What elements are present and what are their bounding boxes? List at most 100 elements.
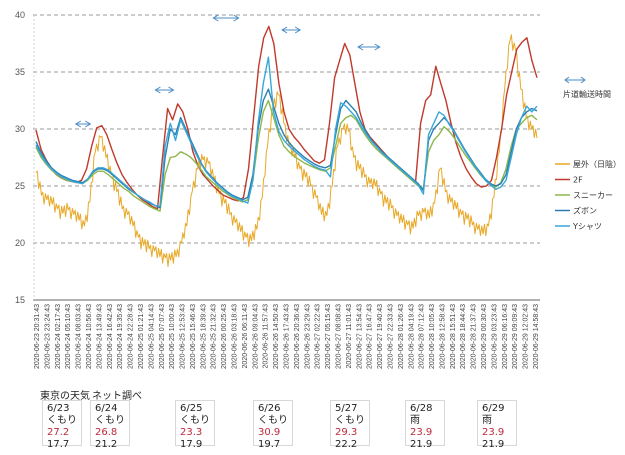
x-tick-label: 2020-06-28 01:26:43: [398, 304, 405, 369]
x-tick-label: 2020-06-26 23:29:43: [304, 304, 311, 369]
x-tick-label: 2020-06-26 03:18:43: [232, 304, 239, 369]
x-tick-label: 2020-06-25 01:21:43: [138, 304, 145, 369]
x-tick-label: 2020-06-27 22:33:43: [387, 304, 394, 369]
weather-day-box: 5/27 くもり 29.3 22.2: [330, 400, 370, 450]
weather-day-box: 6/24 くもり 26.8 21.2: [90, 400, 130, 450]
weather-date: 6/23: [47, 403, 70, 414]
x-tick-label: 2020-06-28 21:37:43: [471, 304, 478, 369]
double-arrow-icon: [281, 26, 302, 34]
x-tick-label: 2020-06-28 15:51:43: [450, 304, 457, 369]
weather-high: 23.9: [482, 427, 505, 438]
legend-label: ズボン: [573, 206, 597, 216]
legend-arrow-label: 片道輸送時間: [563, 89, 611, 99]
series-line-1: [35, 25, 538, 210]
weather-high: 27.2: [47, 427, 70, 438]
weather-low: 17.9: [180, 439, 203, 450]
grid-lines: [33, 14, 540, 301]
x-tick-label: 2020-06-24 22:28:43: [128, 304, 135, 369]
weather-date: 6/28: [410, 403, 433, 414]
x-tick-label: 2020-06-24 08:03:43: [76, 304, 83, 369]
weather-low: 21.9: [482, 439, 505, 450]
weather-high: 23.3: [180, 427, 203, 438]
weather-cond: 雨: [410, 415, 420, 426]
weather-date: 5/27: [335, 403, 358, 414]
weather-day-box: 6/25 くもり 23.3 17.9: [175, 400, 215, 450]
weather-date: 6/29: [482, 403, 505, 414]
x-tick-label: 2020-06-28 18:44:43: [460, 304, 467, 369]
x-tick-label: 2020-06-26 11:57:43: [263, 304, 270, 369]
x-tick-label: 2020-06-27 16:47:43: [367, 304, 374, 369]
x-tick-label: 2020-06-29 03:23:43: [491, 304, 498, 369]
legend-label: Yシャツ: [572, 222, 602, 231]
x-tick-label: 2020-06-24 10:56:43: [86, 304, 93, 369]
x-tick-label: 2020-06-24 13:49:43: [96, 304, 103, 369]
weather-low: 22.2: [335, 439, 358, 450]
x-tick-label: 2020-06-29 12:02:43: [523, 304, 530, 369]
weather-header-source: ネット調べ: [92, 391, 142, 402]
transport-time-arrows: [74, 14, 381, 128]
y-tick-label: 20: [15, 238, 25, 248]
x-tick-label: 2020-06-29 00:30:43: [481, 304, 488, 369]
weather-cond: くもり: [258, 415, 288, 426]
y-tick-label: 15: [15, 295, 25, 305]
weather-low: 21.2: [95, 439, 118, 450]
x-tick-label: 2020-06-26 17:43:43: [284, 304, 291, 369]
weather-low: 17.7: [47, 439, 70, 450]
x-tick-label: 2020-06-25 12:53:43: [180, 304, 187, 369]
weather-day-box: 6/29 雨 23.9 21.9: [477, 400, 517, 450]
x-tick-label: 2020-06-28 04:19:43: [408, 304, 415, 369]
x-tick-label: 2020-06-28 12:58:43: [439, 304, 446, 369]
x-tick-label: 2020-06-27 02:22:43: [315, 304, 322, 369]
double-arrow-icon: [154, 86, 175, 94]
weather-date: 6/26: [258, 403, 281, 414]
weather-high: 29.3: [335, 427, 358, 438]
x-tick-label: 2020-06-27 11:01:43: [346, 304, 353, 369]
x-tick-label: 2020-06-23 23:24:43: [44, 304, 51, 369]
x-tick-label: 2020-06-29 06:16:43: [502, 304, 509, 369]
x-tick-label: 2020-06-28 10:05:43: [429, 304, 436, 369]
weather-high: 26.8: [95, 427, 118, 438]
x-tick-label: 2020-06-26 09:04:43: [252, 304, 259, 369]
x-tick-label: 2020-06-24 02:17:43: [55, 304, 62, 369]
y-tick-label: 40: [15, 10, 25, 20]
y-tick-label: 30: [15, 124, 25, 134]
legend-label: スニーカー: [573, 191, 613, 200]
x-tick-label: 2020-06-26 00:25:43: [221, 304, 228, 369]
weather-header-tokyo: 東京の天気: [40, 391, 90, 402]
x-tick-label: 2020-06-27 13:54:43: [356, 304, 363, 369]
x-tick-label: 2020-06-25 04:14:43: [148, 304, 155, 369]
weather-day-box: 6/28 雨 23.9 21.9: [405, 400, 445, 450]
double-arrow-icon: [357, 43, 381, 51]
legend-arrow-icon: [564, 76, 586, 84]
legend-label: 屋外（日陰）: [573, 159, 621, 169]
x-tick-label: 2020-06-28 07:12:43: [419, 304, 426, 369]
x-tick-label: 2020-06-26 14:50:43: [273, 304, 280, 369]
weather-day-box: 6/26 くもり 30.9 19.7: [253, 400, 293, 450]
weather-cond: くもり: [47, 415, 77, 426]
x-tick-label: 2020-06-25 07:07:43: [159, 304, 166, 369]
x-tick-label: 2020-06-25 21:32:43: [211, 304, 218, 369]
double-arrow-icon: [74, 120, 92, 128]
x-tick-label: 2020-06-26 06:11:43: [242, 304, 249, 369]
y-axis-ticks: 15 20 25 30 35 40: [15, 10, 25, 305]
x-tick-label: 2020-06-27 08:08:43: [335, 304, 342, 369]
x-axis-ticks: 2020-06-23 20:31:43 2020-06-23 23:24:43 20…: [34, 304, 540, 369]
weather-date: 6/25: [180, 403, 203, 414]
y-tick-label: 25: [15, 181, 25, 191]
weather-day-box: 6/23 くもり 27.2 17.7: [42, 400, 82, 450]
x-tick-label: 2020-06-23 20:31:43: [34, 304, 41, 369]
weather-high: 30.9: [258, 427, 281, 438]
x-tick-label: 2020-06-29 14:58:43: [533, 304, 540, 369]
x-tick-label: 2020-06-24 19:35:43: [117, 304, 124, 369]
double-arrow-icon: [212, 14, 240, 22]
x-tick-label: 2020-06-25 10:00:43: [169, 304, 176, 369]
y-tick-label: 35: [15, 67, 25, 77]
legend-label: 2F: [573, 176, 583, 185]
x-tick-label: 2020-06-26 20:36:43: [294, 304, 301, 369]
series-line-4: [35, 56, 538, 208]
x-tick-label: 2020-06-25 18:39:43: [200, 304, 207, 369]
weather-cond: くもり: [95, 415, 125, 426]
series-line-0: [35, 34, 538, 268]
